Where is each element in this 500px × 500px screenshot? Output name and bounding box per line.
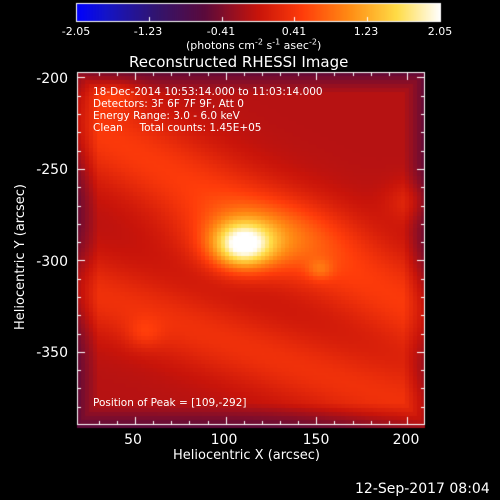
detectors-text: Detectors: 3F 6F 7F 9F, Att 0 [93, 98, 244, 110]
peak-position-text: Position of Peak = [109,-292] [93, 397, 247, 409]
x-tick-label: 100 [210, 432, 238, 448]
timestamp: 12-Sep-2017 08:04 [355, 481, 490, 497]
energy-range-text: Energy Range: 3.0 - 6.0 keV [93, 110, 240, 122]
time-range-text: 18-Dec-2014 10:53:14.000 to 11:03:14.000 [93, 86, 323, 98]
y-tick-label: -200 [36, 71, 68, 87]
y-tick-label: -250 [36, 162, 68, 178]
x-tick-label: 50 [124, 432, 142, 448]
chart-title: Reconstructed RHESSI Image [129, 53, 349, 71]
colorbar-tick-label: 1.23 [353, 25, 379, 38]
x-axis-label: Heliocentric X (arcsec) [173, 448, 320, 463]
x-tick-label: 150 [302, 432, 330, 448]
colorbar-tick-label: -1.23 [133, 25, 163, 38]
x-tick-label: 200 [392, 432, 420, 448]
y-tick-label: -350 [36, 345, 68, 361]
y-tick-label: -300 [36, 254, 68, 270]
colorbar-unit-label: (photons cm-2 s-1 asec-2) [186, 37, 322, 52]
y-axis-label: Heliocentric Y (arcsec) [13, 184, 28, 330]
colorbar-tick-label: 0.41 [281, 25, 307, 38]
colorbar-tick-label: -0.41 [206, 25, 236, 38]
colorbar-tick-label: 2.05 [427, 25, 453, 38]
clean-counts-text: Clean Total counts: 1.45E+05 [93, 122, 262, 134]
colorbar-tick-label: -2.05 [61, 25, 91, 38]
